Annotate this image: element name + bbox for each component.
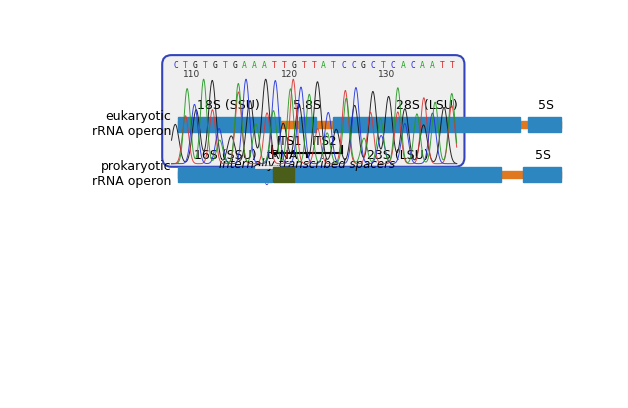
Text: T: T: [282, 61, 286, 70]
Text: 110: 110: [183, 70, 200, 79]
Text: 5S: 5S: [538, 99, 554, 112]
Text: C: C: [371, 61, 376, 70]
Bar: [522, 167, 561, 182]
Text: 16S (SSU): 16S (SSU): [195, 149, 257, 162]
Text: A: A: [252, 61, 257, 70]
Bar: [294, 167, 501, 182]
Text: T: T: [272, 61, 277, 70]
Bar: [333, 117, 520, 132]
Text: A: A: [430, 61, 435, 70]
Text: 18S (SSU): 18S (SSU): [197, 99, 260, 112]
Text: 130: 130: [378, 70, 395, 79]
Text: T: T: [183, 61, 188, 70]
Bar: [178, 171, 561, 178]
Text: T: T: [311, 61, 317, 70]
Text: C: C: [391, 61, 396, 70]
Text: 23S (LSU): 23S (LSU): [367, 149, 429, 162]
FancyBboxPatch shape: [162, 55, 465, 167]
Text: tRNA: tRNA: [266, 149, 298, 162]
Text: T: T: [203, 61, 208, 70]
Text: 5S: 5S: [536, 149, 551, 162]
Text: T: T: [301, 61, 306, 70]
Text: G: G: [291, 61, 296, 70]
Bar: [298, 117, 317, 132]
Text: C: C: [173, 61, 178, 70]
Text: G: G: [232, 61, 237, 70]
Text: 28S (LSU): 28S (LSU): [396, 99, 457, 112]
Text: A: A: [322, 61, 326, 70]
Text: A: A: [262, 61, 267, 70]
Text: ITS2: ITS2: [312, 135, 337, 148]
Bar: [178, 167, 273, 182]
Text: G: G: [212, 61, 217, 70]
Text: prokaryotic
rRNA operon: prokaryotic rRNA operon: [92, 160, 171, 188]
Text: C: C: [410, 61, 415, 70]
Text: T: T: [331, 61, 336, 70]
Text: T: T: [440, 61, 445, 70]
Text: C: C: [341, 61, 346, 70]
Text: ITS1: ITS1: [276, 135, 302, 148]
Text: eukaryotic
rRNA operon: eukaryotic rRNA operon: [92, 111, 171, 138]
Text: 5.8S: 5.8S: [293, 99, 321, 112]
Text: T: T: [381, 61, 386, 70]
Text: T: T: [450, 61, 455, 70]
Text: A: A: [420, 61, 425, 70]
Text: 120: 120: [281, 70, 298, 79]
Bar: [178, 117, 280, 132]
Bar: [273, 167, 294, 182]
Text: G: G: [361, 61, 365, 70]
Text: A: A: [401, 61, 405, 70]
Polygon shape: [256, 167, 278, 184]
Text: C: C: [351, 61, 356, 70]
Text: A: A: [242, 61, 247, 70]
Bar: [528, 117, 561, 132]
Text: G: G: [193, 61, 198, 70]
Text: internally transcribed spacers: internally transcribed spacers: [219, 158, 395, 171]
Text: T: T: [222, 61, 227, 70]
Bar: [178, 121, 561, 128]
